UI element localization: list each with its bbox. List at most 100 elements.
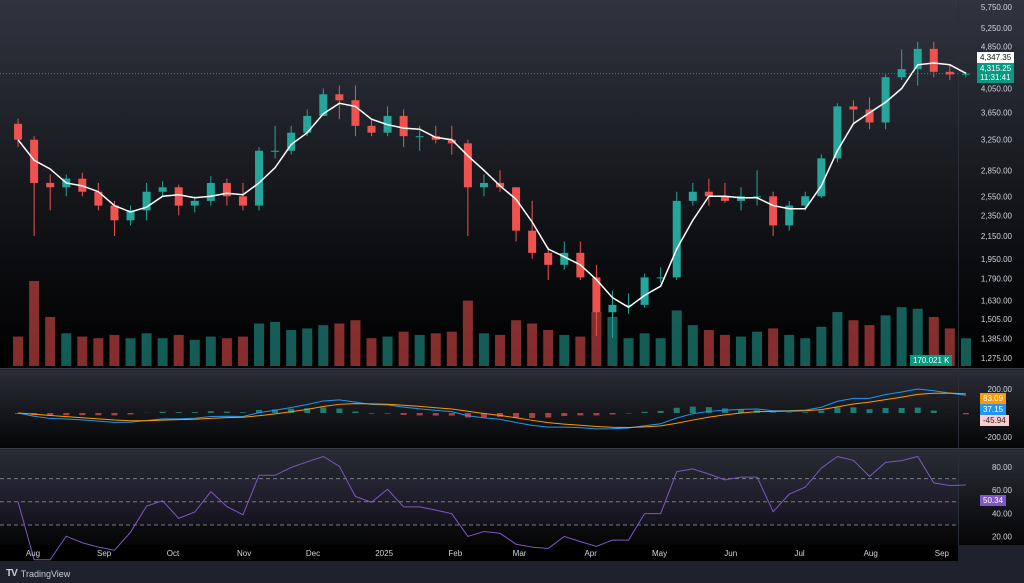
volume-bar <box>495 334 506 366</box>
macd-histogram-bar <box>223 411 230 413</box>
candle-body <box>287 132 296 151</box>
macd-histogram-bar <box>432 413 439 416</box>
candle-body <box>672 200 681 278</box>
volume-bar <box>93 338 104 366</box>
volume-bar <box>832 312 843 366</box>
candle-body <box>110 205 119 221</box>
price-tick-label: 1,630.00 <box>981 297 1013 306</box>
rsi-line <box>17 455 966 561</box>
candle-body <box>158 187 167 192</box>
candle-body <box>479 182 488 188</box>
volume-bar <box>173 334 184 366</box>
macd-histogram-bar <box>400 413 407 415</box>
price-tick-label: 1,505.00 <box>981 315 1013 324</box>
macd-histogram-bar <box>175 412 182 413</box>
macd-histogram-bar <box>127 413 134 415</box>
time-tick-label: Apr <box>584 549 597 558</box>
volume-bar <box>752 331 763 366</box>
candle-body <box>94 191 103 206</box>
candle-body <box>367 125 376 133</box>
volume-bar <box>221 338 232 366</box>
time-tick-label: Sep <box>935 549 950 558</box>
macd-histogram-bar <box>882 407 889 413</box>
macd-pane[interactable] <box>0 370 1024 448</box>
candle-body <box>142 191 151 211</box>
volume-bar <box>816 326 827 366</box>
volume-bar <box>350 320 361 366</box>
volume-bar <box>13 336 24 366</box>
volume-bar <box>848 320 859 366</box>
candle-body <box>913 48 922 70</box>
candle-body <box>399 115 408 137</box>
price-pane[interactable] <box>0 0 1024 368</box>
time-tick-label: Oct <box>167 549 180 558</box>
volume-bar <box>478 333 489 366</box>
candle-body <box>447 139 456 144</box>
macd-histogram-bar <box>320 407 327 413</box>
macd-histogram-bar <box>930 410 937 413</box>
volume-bar <box>141 333 152 366</box>
candle-body <box>849 106 858 110</box>
time-tick-label: Mar <box>513 549 527 558</box>
candle-body <box>222 182 231 197</box>
candle-body <box>833 106 842 159</box>
macd-histogram-bar <box>480 413 487 418</box>
macd-histogram-bar <box>850 407 857 413</box>
rsi-pane[interactable] <box>0 450 1024 545</box>
tradingview-logo[interactable]: TV TradingView <box>6 568 70 579</box>
macd-tick-label: 200.00 <box>988 385 1013 394</box>
macd-histogram-bar <box>159 411 166 413</box>
macd-histogram-bar <box>256 409 263 413</box>
candle-body <box>961 73 970 75</box>
macd-hist-label: -45.94 <box>980 415 1009 426</box>
candle-body <box>753 196 762 198</box>
candle-body <box>271 150 280 152</box>
price-tick-label: 2,150.00 <box>981 232 1013 241</box>
volume-bar <box>45 316 56 366</box>
macd-line <box>17 388 966 430</box>
volume-bar <box>960 338 971 366</box>
volume-bar <box>944 328 955 366</box>
volume-bar <box>286 330 297 366</box>
macd-histogram-bar <box>738 409 744 413</box>
macd-histogram-bar <box>962 413 969 415</box>
macd-histogram-bar <box>705 407 712 413</box>
volume-bar <box>237 336 248 366</box>
macd-histogram-bar <box>593 413 600 416</box>
volume-bar <box>398 331 409 366</box>
rsi-tick-label: 40.00 <box>992 509 1013 518</box>
volume-bar <box>607 316 618 366</box>
price-tick-label: 1,790.00 <box>981 275 1013 284</box>
time-axis[interactable] <box>0 545 958 561</box>
candle-body <box>640 277 649 305</box>
macd-histogram-bar <box>641 411 648 413</box>
price-tick-label: 1,385.00 <box>981 334 1013 343</box>
candle-body <box>544 252 553 265</box>
volume-bar <box>29 281 40 366</box>
rsi-tick-label: 20.00 <box>992 533 1013 542</box>
macd-histogram-bar <box>304 408 311 413</box>
volume-bar <box>655 338 666 366</box>
macd-histogram-bar <box>866 409 873 413</box>
macd-histogram-bar <box>207 411 214 413</box>
macd-histogram-bar <box>545 413 552 418</box>
candle-body <box>126 210 135 221</box>
volume-bar <box>703 330 714 366</box>
brand-name: TradingView <box>20 568 71 579</box>
price-tick-label: 4,850.00 <box>981 42 1013 51</box>
candle-body <box>624 304 633 306</box>
volume-bar <box>382 336 393 366</box>
macd-histogram-bar <box>272 409 279 413</box>
macd-histogram-bar <box>448 413 455 416</box>
macd-histogram-bar <box>673 407 680 413</box>
price-tick-label: 2,850.00 <box>981 166 1013 175</box>
macd-histogram-bar <box>47 413 54 416</box>
candle-body <box>319 94 328 116</box>
price-tick-label: 3,650.00 <box>981 109 1013 118</box>
candle-body <box>785 205 794 226</box>
candle-body <box>351 100 360 126</box>
volume-bar <box>414 334 425 366</box>
candle-body <box>656 277 665 279</box>
candle-body <box>303 115 312 133</box>
